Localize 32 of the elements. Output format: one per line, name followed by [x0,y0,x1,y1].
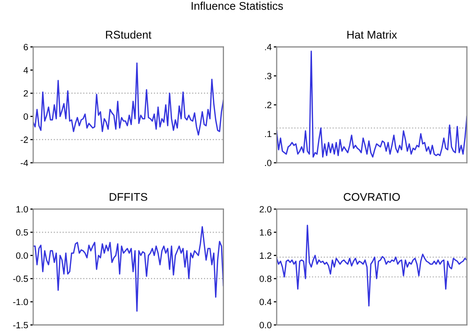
chart-title: COVRATIO [344,193,400,201]
y-tick-label: 0.4 [260,298,272,306]
y-tick-label: 4 [24,67,28,74]
y-tick-label: -1.0 [13,298,28,306]
line-series [33,62,224,136]
y-tick-label: 1.6 [260,229,272,236]
chart-title: DFFITS [110,193,148,201]
y-tick-label: -1.5 [13,322,28,328]
y-tick-label: -4 [20,160,28,166]
y-tick-label: 6 [24,44,28,50]
chart-title: RStudent [106,30,152,39]
y-tick-label: 1.2 [260,252,272,259]
y-tick-label: .3 [265,72,272,80]
y-tick-label: -2 [20,136,28,143]
chart-title: Hat Matrix [347,30,397,39]
y-tick-label: 2.0 [260,206,272,212]
y-tick-label: .1 [265,130,272,138]
line-series [276,224,467,306]
y-tick-label: 0.8 [260,276,272,282]
text: Influence Statistics [192,2,283,10]
y-tick-label: .0 [265,160,272,166]
y-tick-label: .4 [265,44,272,50]
y-tick-label: 2 [24,90,28,97]
y-tick-label: .2 [265,102,272,108]
line-series [33,226,224,312]
y-tick-label: 0 [24,113,28,120]
y-tick-label: -0.5 [13,276,28,282]
y-tick-label: 0.5 [16,229,28,236]
line-series [276,50,467,158]
y-tick-label: 0.0 [16,252,28,259]
y-tick-label: 1.0 [16,206,28,212]
y-tick-label: 0.0 [260,322,272,328]
